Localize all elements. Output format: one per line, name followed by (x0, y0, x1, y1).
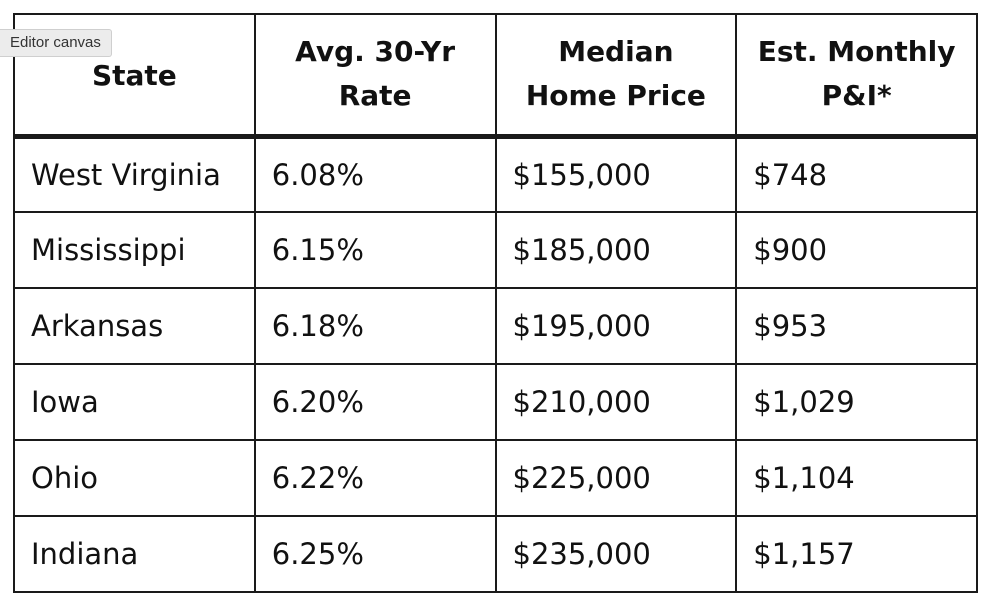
cell-monthly: $953 (735, 287, 978, 365)
cell-rate: 6.15% (253, 211, 497, 289)
cell-rate: 6.25% (253, 515, 497, 593)
cell-rate: 6.08% (253, 135, 497, 213)
cell-price: $185,000 (494, 211, 738, 289)
cell-state: Mississippi (13, 211, 256, 289)
cell-price: $210,000 (494, 363, 738, 441)
table-row: West Virginia 6.08% $155,000 $748 (13, 135, 978, 213)
table-row: Mississippi 6.15% $185,000 $900 (13, 211, 978, 289)
cell-price: $225,000 (494, 439, 738, 517)
cell-state: Iowa (13, 363, 256, 441)
cell-rate: 6.20% (253, 363, 497, 441)
cell-price: $235,000 (494, 515, 738, 593)
mortgage-table: State Avg. 30-Yr Rate Median Home Price … (13, 13, 978, 593)
cell-monthly: $1,157 (735, 515, 978, 593)
cell-state: Arkansas (13, 287, 256, 365)
cell-monthly: $1,104 (735, 439, 978, 517)
editor-canvas-label: Editor canvas (0, 29, 112, 57)
cell-state: West Virginia (13, 135, 256, 213)
column-header-state: State (13, 13, 256, 139)
column-header-price: Median Home Price (494, 13, 738, 139)
column-header-monthly: Est. Monthly P&I* (735, 13, 978, 139)
table-header-row: State Avg. 30-Yr Rate Median Home Price … (13, 13, 978, 139)
cell-state: Indiana (13, 515, 256, 593)
cell-monthly: $1,029 (735, 363, 978, 441)
table-row: Indiana 6.25% $235,000 $1,157 (13, 515, 978, 593)
table-row: Iowa 6.20% $210,000 $1,029 (13, 363, 978, 441)
cell-monthly: $900 (735, 211, 978, 289)
table-row: Arkansas 6.18% $195,000 $953 (13, 287, 978, 365)
table-row: Ohio 6.22% $225,000 $1,104 (13, 439, 978, 517)
column-header-rate: Avg. 30-Yr Rate (253, 13, 497, 139)
cell-price: $195,000 (494, 287, 738, 365)
cell-price: $155,000 (494, 135, 738, 213)
cell-rate: 6.22% (253, 439, 497, 517)
cell-monthly: $748 (735, 135, 978, 213)
cell-rate: 6.18% (253, 287, 497, 365)
cell-state: Ohio (13, 439, 256, 517)
